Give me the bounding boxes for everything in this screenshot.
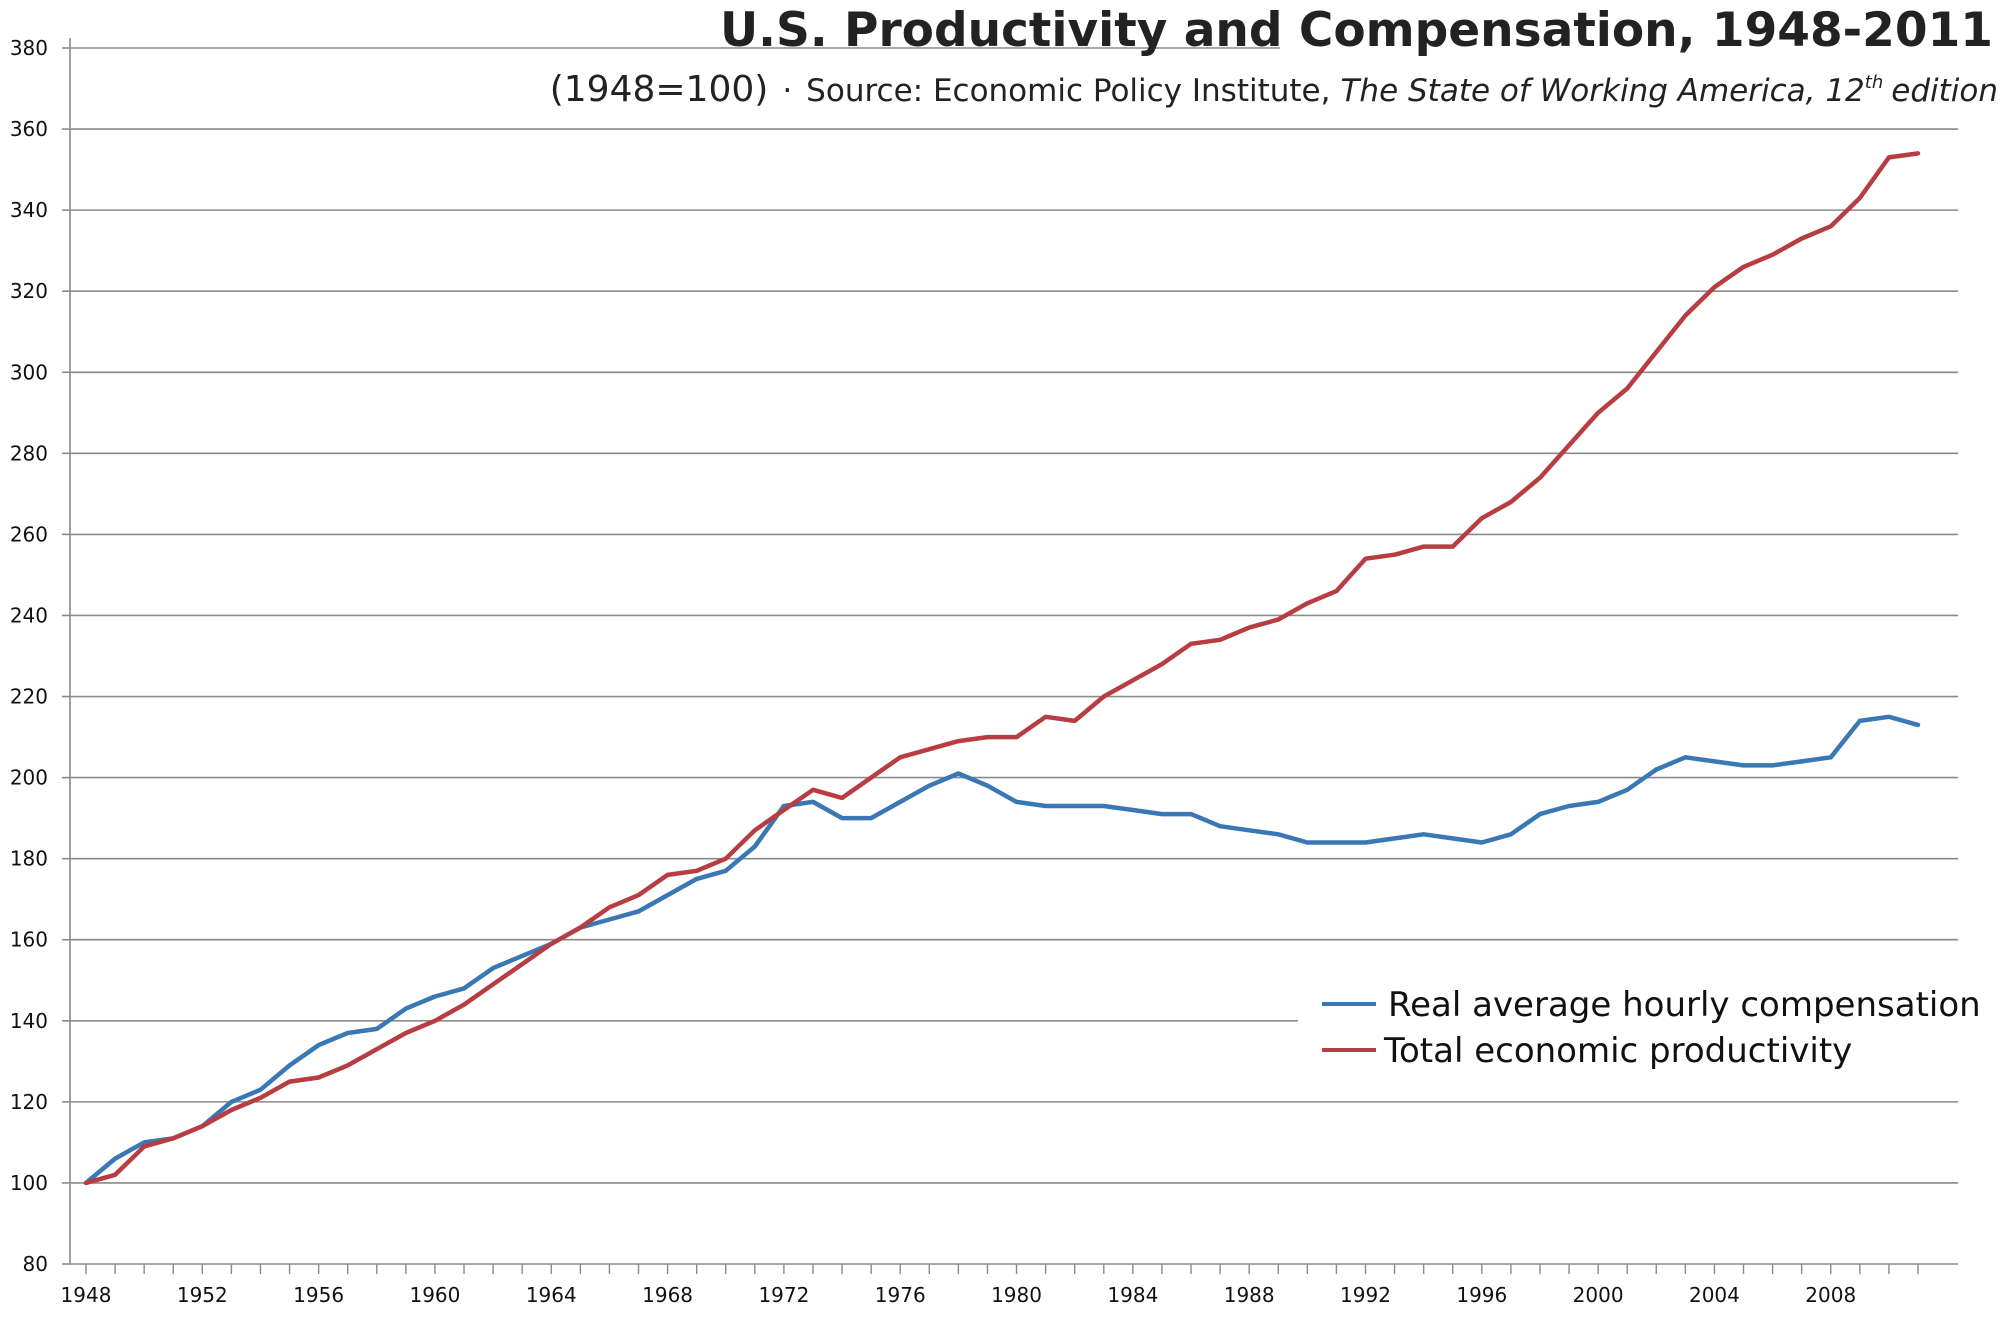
legend-box xyxy=(1298,964,1958,1088)
x-tick-label: 1988 xyxy=(1224,1283,1275,1307)
x-tick-label: 2004 xyxy=(1689,1283,1740,1307)
y-tick-label: 120 xyxy=(10,1090,48,1114)
x-tick-label: 1996 xyxy=(1456,1283,1507,1307)
legend-label-productivity: Total economic productivity xyxy=(1383,1031,1852,1071)
subtitle-source-title: The State of Working America, 12 xyxy=(1340,73,1864,109)
x-tick-label: 1952 xyxy=(177,1283,228,1307)
x-tick-label: 1968 xyxy=(642,1283,693,1307)
x-tick-label: 1992 xyxy=(1340,1283,1391,1307)
x-tick-label: 2008 xyxy=(1805,1283,1856,1307)
subtitle-prefix: (1948=100) xyxy=(550,69,769,110)
legend-background xyxy=(1280,28,1998,1088)
x-tick-label: 1980 xyxy=(991,1283,1042,1307)
subtitle-source: Source: Economic Policy Institute, xyxy=(806,73,1330,109)
chart-subtitle: (1948=100) · Source: Economic Policy Insti… xyxy=(550,69,1998,110)
title-background xyxy=(1280,28,1998,124)
series-line-compensation xyxy=(83,714,1921,1186)
y-tick-label: 180 xyxy=(10,847,48,871)
subtitle-superscript: th xyxy=(1865,72,1883,93)
x-tick-label: 2000 xyxy=(1573,1283,1624,1307)
y-tick-label: 100 xyxy=(10,1171,48,1195)
y-tick-label: 240 xyxy=(10,603,48,627)
x-tick-label: 1964 xyxy=(526,1283,577,1307)
y-tick-label: 140 xyxy=(10,1009,48,1033)
y-tick-label: 360 xyxy=(10,117,48,141)
x-axis-ticks: 1948 1952 1956 1960 1964 1968 1972 1976 1980 1984… xyxy=(61,1264,1919,1307)
y-tick-label: 160 xyxy=(10,928,48,952)
legend: Real average hourly compensation Total e… xyxy=(1322,985,1981,1071)
subtitle-dot: · xyxy=(782,73,792,109)
y-tick-label: 80 xyxy=(23,1252,48,1276)
series-layer xyxy=(83,151,1921,1186)
legend-label-compensation: Real average hourly compensation xyxy=(1388,985,1981,1025)
x-tick-label: 1948 xyxy=(61,1283,112,1307)
x-tick-label: 1984 xyxy=(1107,1283,1158,1307)
y-tick-label: 320 xyxy=(10,279,48,303)
x-tick-label: 1972 xyxy=(758,1283,809,1307)
y-tick-label: 280 xyxy=(10,441,48,465)
chart-title: U.S. Productivity and Compensation, 1948… xyxy=(720,3,1993,58)
y-tick-label: 380 xyxy=(10,36,48,60)
y-tick-label: 300 xyxy=(10,360,48,384)
axis-layer xyxy=(69,38,1958,1265)
subtitle-edition: edition xyxy=(1891,73,1998,109)
y-tick-label: 200 xyxy=(10,766,48,790)
y-tick-label: 220 xyxy=(10,685,48,709)
x-tick-label: 1956 xyxy=(293,1283,344,1307)
series-line-productivity xyxy=(83,151,1921,1186)
grid-layer xyxy=(70,47,1958,1184)
y-axis-ticks: 80 100 120 140 160 180 200 220 240 260 280 300 320 34… xyxy=(10,36,70,1276)
x-tick-label: 1960 xyxy=(409,1283,460,1307)
y-tick-label: 260 xyxy=(10,522,48,546)
y-tick-label: 340 xyxy=(10,198,48,222)
x-tick-label: 1976 xyxy=(875,1283,926,1307)
